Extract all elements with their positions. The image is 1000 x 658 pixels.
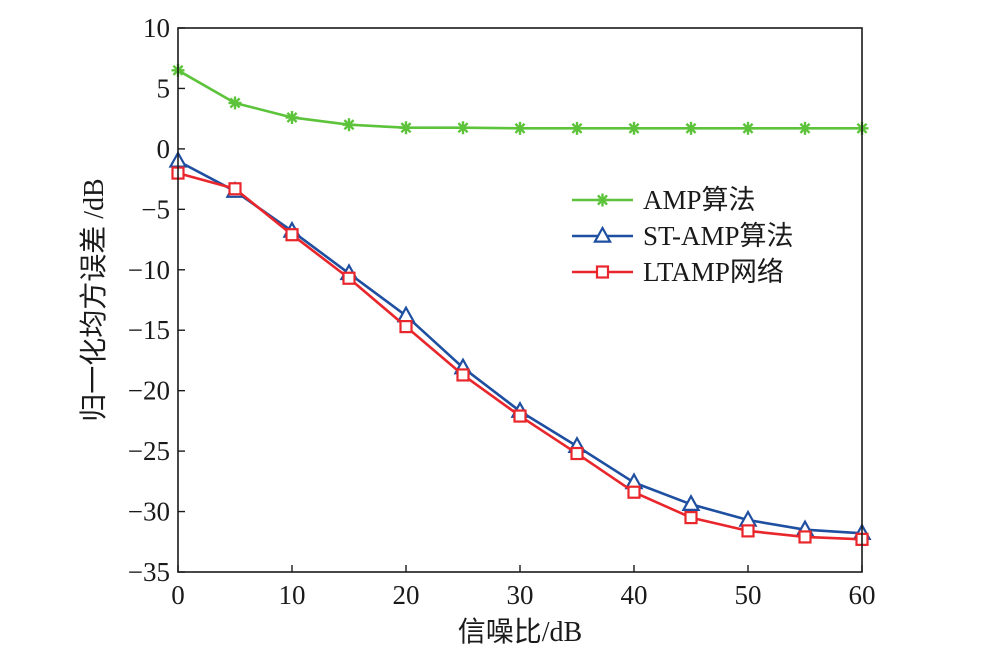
data-point xyxy=(399,319,413,334)
data-point xyxy=(285,110,299,124)
data-point xyxy=(570,121,584,135)
data-point xyxy=(342,118,356,132)
x-tick-label: 0 xyxy=(171,580,185,610)
series-line xyxy=(177,69,862,130)
x-tick-label: 30 xyxy=(507,580,534,610)
legend-label: ST-AMP算法 xyxy=(643,221,794,251)
y-tick-label: −25 xyxy=(128,436,170,466)
x-axis-title: 信噪比/dB xyxy=(458,616,582,648)
series-line xyxy=(177,159,863,535)
data-point xyxy=(741,121,755,135)
legend-label: LTAMP网络 xyxy=(643,257,784,287)
data-point xyxy=(399,121,413,135)
data-point xyxy=(456,121,470,135)
data-point xyxy=(627,485,641,499)
data-point xyxy=(513,409,527,423)
y-tick-label: 0 xyxy=(157,134,171,164)
legend-marker xyxy=(596,193,609,207)
y-tick-label: 10 xyxy=(143,13,170,43)
legend-item: AMP算法 xyxy=(572,185,756,215)
data-point xyxy=(513,121,527,135)
data-point xyxy=(228,182,242,196)
data-point xyxy=(684,121,698,135)
data-point xyxy=(570,446,584,461)
series-1 xyxy=(171,63,869,135)
x-tick-label: 60 xyxy=(849,580,876,610)
y-tick-label: 5 xyxy=(157,73,171,103)
y-tick-label: −30 xyxy=(128,497,170,527)
data-point xyxy=(456,368,470,382)
data-point xyxy=(798,530,812,544)
x-tick-label: 40 xyxy=(621,580,648,610)
x-tick-label: 20 xyxy=(393,580,420,610)
y-tick-label: −5 xyxy=(141,194,170,224)
y-tick-label: −35 xyxy=(128,557,170,587)
legend-item: LTAMP网络 xyxy=(572,257,784,287)
data-point xyxy=(798,121,812,135)
x-tick-label: 50 xyxy=(735,580,762,610)
data-point xyxy=(684,510,698,525)
legend-label: AMP算法 xyxy=(643,185,756,215)
legend-item: ST-AMP算法 xyxy=(572,221,794,251)
series-2 xyxy=(168,150,872,541)
data-point xyxy=(228,96,242,110)
y-tick-label: −10 xyxy=(128,255,170,285)
data-point xyxy=(396,305,416,323)
y-axis-title: 归一化均方误差 /dB xyxy=(78,178,110,421)
y-tick-label: −15 xyxy=(128,315,170,345)
data-point xyxy=(342,271,356,285)
data-point xyxy=(681,494,701,512)
y-tick-label: −20 xyxy=(128,376,170,406)
x-tick-label: 10 xyxy=(279,580,306,610)
legend-marker xyxy=(595,265,610,279)
data-point xyxy=(627,121,641,135)
series-3 xyxy=(171,166,869,546)
data-point xyxy=(285,228,299,242)
plot-area-frame xyxy=(177,27,863,573)
legend-marker xyxy=(593,225,612,243)
data-point xyxy=(741,524,755,538)
